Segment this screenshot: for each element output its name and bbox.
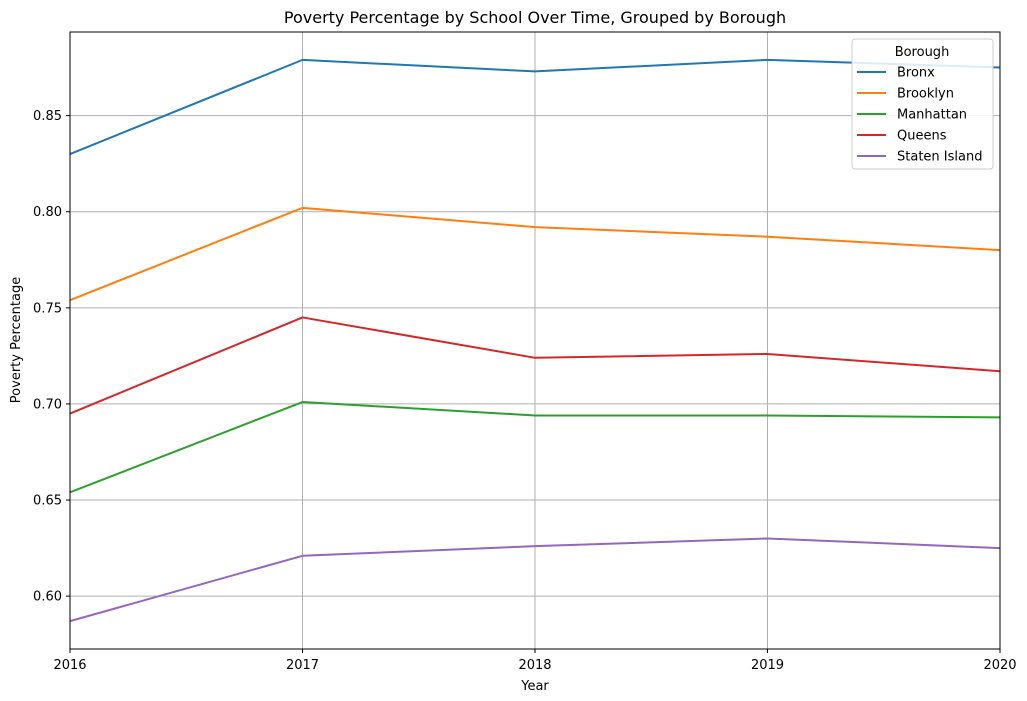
chart-title: Poverty Percentage by School Over Time, … xyxy=(284,8,786,27)
legend-title: Borough xyxy=(895,45,950,60)
series-line-brooklyn xyxy=(69,206,1001,302)
x-tick-label: 2017 xyxy=(286,658,319,673)
y-tick-label: 0.60 xyxy=(33,590,62,605)
legend-box xyxy=(851,38,994,170)
series-line-bronx xyxy=(69,58,1001,155)
x-tick-label: 2018 xyxy=(518,658,551,673)
legend-label-manhattan: Manhattan xyxy=(897,108,967,123)
y-tick-label: 0.70 xyxy=(33,397,62,412)
y-axis-title: Poverty Percentage xyxy=(9,277,24,403)
legend-label-queens: Queens xyxy=(897,129,947,144)
legend-items: Bronx Brooklyn Manhattan Queens Staten Islan… xyxy=(857,66,982,165)
x-axis: 2016 2017 2018 2019 2020 xyxy=(53,649,1017,673)
y-tick-label: 0.85 xyxy=(33,109,62,124)
legend-label-staten-island: Staten Island xyxy=(897,150,982,165)
x-tick-label: 2016 xyxy=(53,658,86,673)
y-tick-label: 0.65 xyxy=(33,494,62,509)
y-tick-label: 0.75 xyxy=(33,301,62,316)
series-line-queens xyxy=(69,316,1001,415)
x-tick-label: 2019 xyxy=(751,658,784,673)
legend-label-bronx: Bronx xyxy=(897,66,935,81)
x-axis-title: Year xyxy=(520,679,549,694)
x-tick-label: 2020 xyxy=(983,658,1016,673)
y-tick-label: 0.80 xyxy=(33,205,62,220)
series-line-staten-island xyxy=(69,537,1001,623)
series-line-manhattan xyxy=(69,401,1001,494)
y-axis: 0.60 0.65 0.70 0.75 0.80 0.85 xyxy=(33,109,70,605)
legend: Borough Bronx Brooklyn Manhattan Queens Stat… xyxy=(851,38,994,170)
series-lines xyxy=(69,58,1001,623)
legend-label-brooklyn: Brooklyn xyxy=(897,87,954,102)
